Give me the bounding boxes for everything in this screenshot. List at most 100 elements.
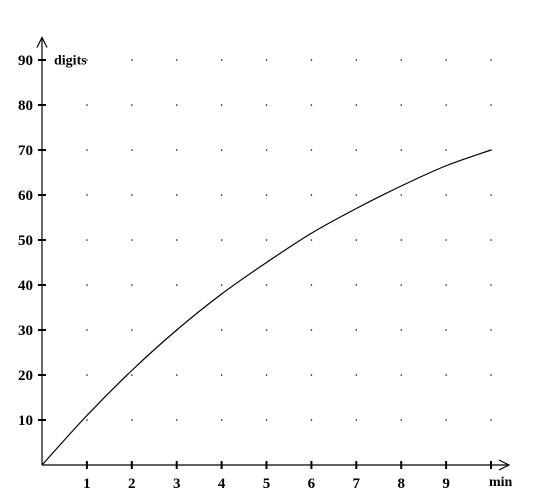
grid-dot <box>445 374 447 376</box>
grid-dot <box>131 194 133 196</box>
grid-dot <box>355 419 357 421</box>
grid-dot <box>490 149 492 151</box>
grid-dot <box>131 419 133 421</box>
grid-dot <box>86 104 88 106</box>
grid-dot <box>490 329 492 331</box>
y-tick-label: 20 <box>18 368 33 384</box>
grid-dot <box>310 374 313 376</box>
grid-dot <box>176 374 178 376</box>
grid-dot <box>310 419 313 421</box>
grid-dot <box>221 59 223 61</box>
grid-dot <box>221 374 223 376</box>
x-tick-label: 3 <box>173 476 181 492</box>
grid-dot <box>490 239 492 241</box>
x-tick-label: 9 <box>442 476 450 492</box>
grid-dot <box>445 239 447 241</box>
grid-dot <box>265 329 268 331</box>
y-tick-label: 60 <box>18 188 33 204</box>
grid-dot <box>445 59 447 61</box>
grid-dot <box>86 419 88 421</box>
grid-dot <box>355 59 357 61</box>
grid-dot <box>310 239 313 241</box>
grid-dot <box>86 329 88 331</box>
grid-dot <box>131 374 133 376</box>
series-group <box>41 149 492 466</box>
grid-dot <box>490 419 492 421</box>
grid-dot <box>131 149 133 151</box>
y-axis-label: digits <box>54 54 87 69</box>
grid-dot <box>176 239 178 241</box>
grid-dot <box>445 329 447 331</box>
grid-dot <box>400 59 402 61</box>
grid-dot <box>355 284 357 286</box>
grid-dot <box>221 329 223 331</box>
grid-dot <box>445 194 447 196</box>
x-axis-label: min <box>489 475 513 490</box>
grid-dot <box>490 104 492 106</box>
grid-dot <box>355 104 357 106</box>
x-tick-label: 1 <box>83 476 91 492</box>
x-tick-label: 6 <box>308 476 316 492</box>
grid-dot <box>355 374 357 376</box>
y-axis-arrow-icon <box>36 36 48 48</box>
grid-dot <box>400 149 402 151</box>
grid-dot <box>265 374 268 376</box>
grid-dot <box>310 194 313 196</box>
grid-dots <box>86 59 492 421</box>
grid-dot <box>445 284 447 286</box>
grid-dot <box>176 419 178 421</box>
grid-dot <box>490 284 492 286</box>
x-tick-group: 1 2 3 4 5 6 7 8 9 <box>83 461 492 492</box>
grid-dot <box>265 284 268 286</box>
grid-dot <box>400 194 402 196</box>
grid-dot <box>176 194 178 196</box>
grid-dot <box>490 194 492 196</box>
grid-dot <box>265 419 268 421</box>
grid-dot <box>221 149 223 151</box>
x-tick-label: 5 <box>263 476 271 492</box>
grid-dot <box>400 329 402 331</box>
x-tick-label: 2 <box>128 476 136 492</box>
y-tick-label: 80 <box>18 98 33 114</box>
grid-dot <box>400 239 402 241</box>
grid-dot <box>445 419 447 421</box>
grid-dot <box>310 104 313 106</box>
grid-dot <box>131 284 133 286</box>
grid-dot <box>400 284 402 286</box>
grid-dot <box>265 149 268 151</box>
grid-dot <box>355 329 357 331</box>
y-tick-label: 40 <box>18 278 33 294</box>
grid-dot <box>131 239 133 241</box>
grid-dot <box>86 194 88 196</box>
grid-dot <box>265 59 268 61</box>
y-tick-label: 50 <box>18 233 33 249</box>
grid-dot <box>265 104 268 106</box>
grid-dot <box>490 59 492 61</box>
grid-dot <box>176 149 178 151</box>
grid-dot <box>221 239 223 241</box>
series-line <box>41 149 492 466</box>
grid-dot <box>400 374 402 376</box>
grid-dot <box>445 149 447 151</box>
grid-dot <box>355 149 357 151</box>
grid-dot <box>86 284 88 286</box>
grid-dot <box>310 329 313 331</box>
y-tick-label: 70 <box>18 143 33 159</box>
grid-dot <box>310 149 313 151</box>
y-tick-label: 10 <box>18 413 33 429</box>
grid-dot <box>265 194 268 196</box>
grid-dot <box>355 194 357 196</box>
grid-dot <box>86 149 88 151</box>
y-tick-group: 10 20 30 40 50 60 70 80 90 <box>18 53 46 429</box>
y-tick-label: 90 <box>18 53 33 69</box>
grid-dot <box>131 329 133 331</box>
grid-dot <box>176 59 178 61</box>
x-tick-label: 7 <box>353 476 361 492</box>
grid-dot <box>176 284 178 286</box>
grid-dot <box>400 419 402 421</box>
grid-dot <box>310 59 313 61</box>
grid-dot <box>265 239 268 241</box>
x-axis-arrow-icon <box>498 459 511 471</box>
grid-dot <box>86 59 88 61</box>
